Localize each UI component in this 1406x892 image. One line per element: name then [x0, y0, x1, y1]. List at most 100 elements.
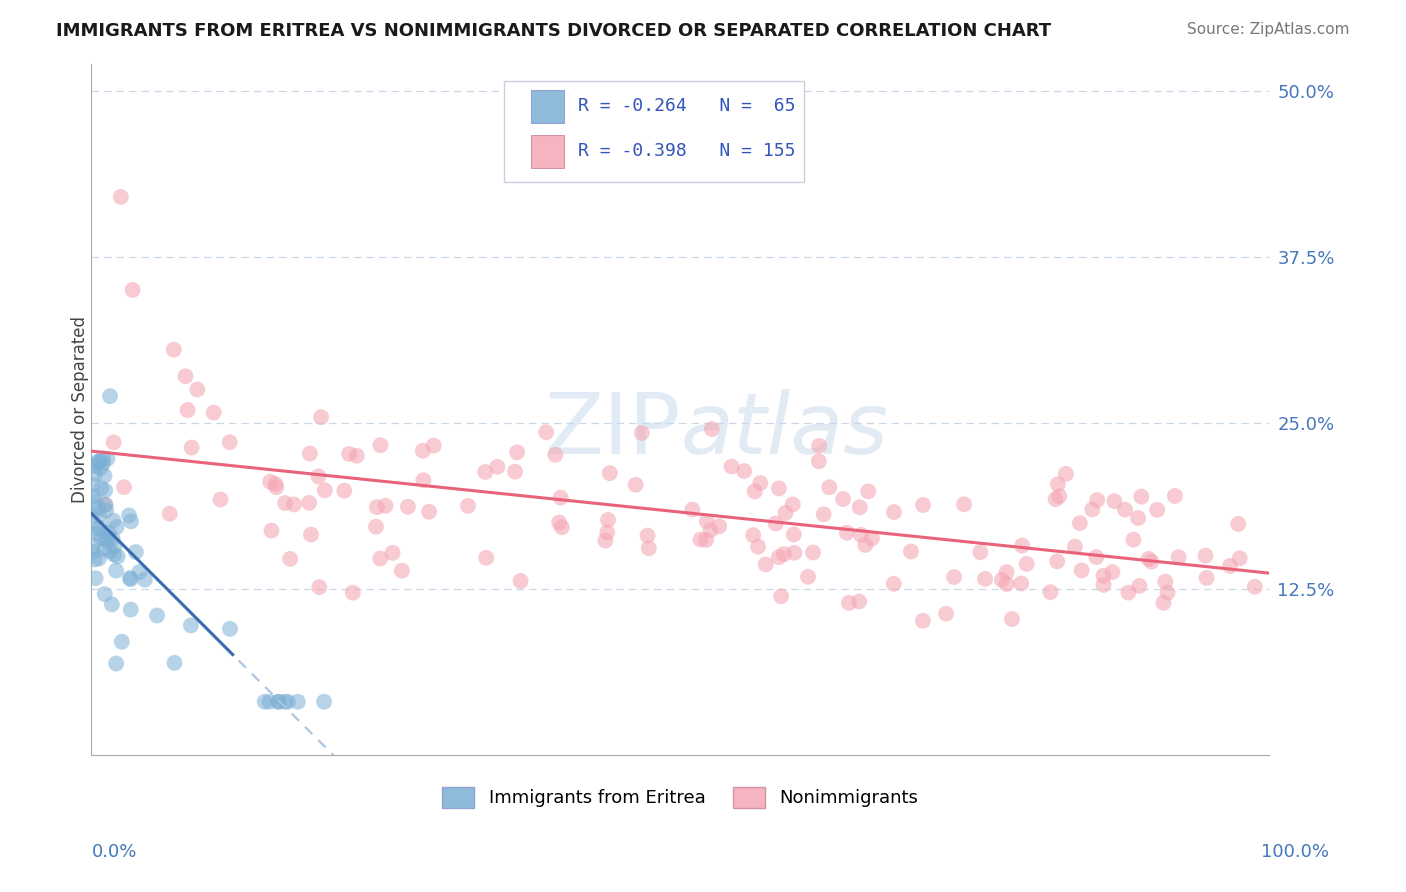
Point — [174, 369, 197, 384]
Point — [1146, 503, 1168, 517]
Point — [742, 528, 765, 542]
Point — [689, 533, 711, 547]
Point — [89, 509, 111, 524]
Point — [277, 695, 299, 709]
Point — [1167, 550, 1189, 565]
Point — [838, 596, 860, 610]
Point — [107, 549, 129, 564]
Point — [219, 622, 242, 636]
Point — [720, 459, 742, 474]
Point — [1085, 549, 1108, 564]
Point — [120, 572, 142, 586]
Point — [84, 571, 107, 585]
Point — [599, 466, 621, 480]
Point — [801, 545, 824, 559]
Point — [93, 541, 115, 556]
Point — [457, 499, 479, 513]
Point — [259, 475, 281, 489]
Point — [283, 498, 305, 512]
Point — [118, 508, 141, 523]
Point — [180, 441, 202, 455]
Point — [506, 445, 529, 459]
Point — [1069, 516, 1091, 530]
Point — [83, 539, 105, 553]
Point — [1154, 574, 1177, 589]
Point — [1156, 586, 1178, 600]
Point — [1010, 576, 1032, 591]
Text: 100.0%: 100.0% — [1261, 843, 1329, 861]
Point — [755, 558, 778, 572]
Point — [259, 695, 281, 709]
Point — [782, 497, 804, 511]
Point — [391, 564, 413, 578]
Point — [86, 526, 108, 541]
Point — [346, 449, 368, 463]
Point — [1064, 540, 1087, 554]
Point — [84, 459, 107, 474]
Point — [209, 492, 232, 507]
Point — [1126, 511, 1149, 525]
Point — [848, 500, 870, 515]
Point — [1039, 585, 1062, 599]
Point — [1114, 502, 1136, 516]
Point — [87, 522, 110, 536]
Point — [83, 552, 105, 566]
Point — [783, 546, 806, 560]
Point — [307, 469, 329, 483]
Point — [773, 547, 796, 561]
Point — [105, 657, 128, 671]
Point — [1227, 516, 1250, 531]
Point — [82, 508, 104, 523]
Point — [596, 525, 619, 540]
Point — [83, 467, 105, 482]
Text: R = -0.264   N =  65: R = -0.264 N = 65 — [578, 97, 796, 115]
Point — [681, 502, 703, 516]
Point — [368, 551, 391, 566]
Point — [202, 406, 225, 420]
Point — [87, 500, 110, 515]
Point — [699, 523, 721, 537]
Point — [1045, 492, 1067, 507]
Point — [883, 576, 905, 591]
Point — [266, 480, 288, 494]
Point — [509, 574, 531, 588]
Point — [1244, 580, 1267, 594]
Point — [264, 477, 287, 491]
Point — [370, 438, 392, 452]
Point — [159, 507, 181, 521]
Point — [180, 618, 202, 632]
Point — [1015, 557, 1038, 571]
Point — [218, 435, 240, 450]
Point — [995, 565, 1018, 579]
Point — [381, 546, 404, 560]
Point — [1101, 565, 1123, 579]
Point — [991, 573, 1014, 587]
Point — [309, 410, 332, 425]
Text: 0.0%: 0.0% — [91, 843, 136, 861]
Point — [544, 448, 567, 462]
Point — [1104, 494, 1126, 508]
Point — [835, 525, 858, 540]
Point — [110, 190, 132, 204]
Text: atlas: atlas — [681, 389, 889, 472]
Point — [267, 695, 290, 709]
Point — [1092, 569, 1115, 583]
Point — [534, 425, 557, 440]
Text: IMMIGRANTS FROM ERITREA VS NONIMMIGRANTS DIVORCED OR SEPARATED CORRELATION CHART: IMMIGRANTS FROM ERITREA VS NONIMMIGRANTS… — [56, 22, 1052, 40]
Point — [849, 528, 872, 542]
Point — [696, 514, 718, 528]
Point — [943, 570, 966, 584]
Point — [744, 484, 766, 499]
Point — [1195, 571, 1218, 585]
FancyBboxPatch shape — [530, 89, 564, 123]
Point — [299, 527, 322, 541]
Point — [733, 464, 755, 478]
Point — [134, 573, 156, 587]
Point — [93, 498, 115, 512]
Point — [418, 505, 440, 519]
Point — [274, 695, 297, 709]
Point — [1219, 558, 1241, 573]
Point — [274, 496, 297, 510]
Point — [364, 520, 387, 534]
Point — [1001, 612, 1024, 626]
